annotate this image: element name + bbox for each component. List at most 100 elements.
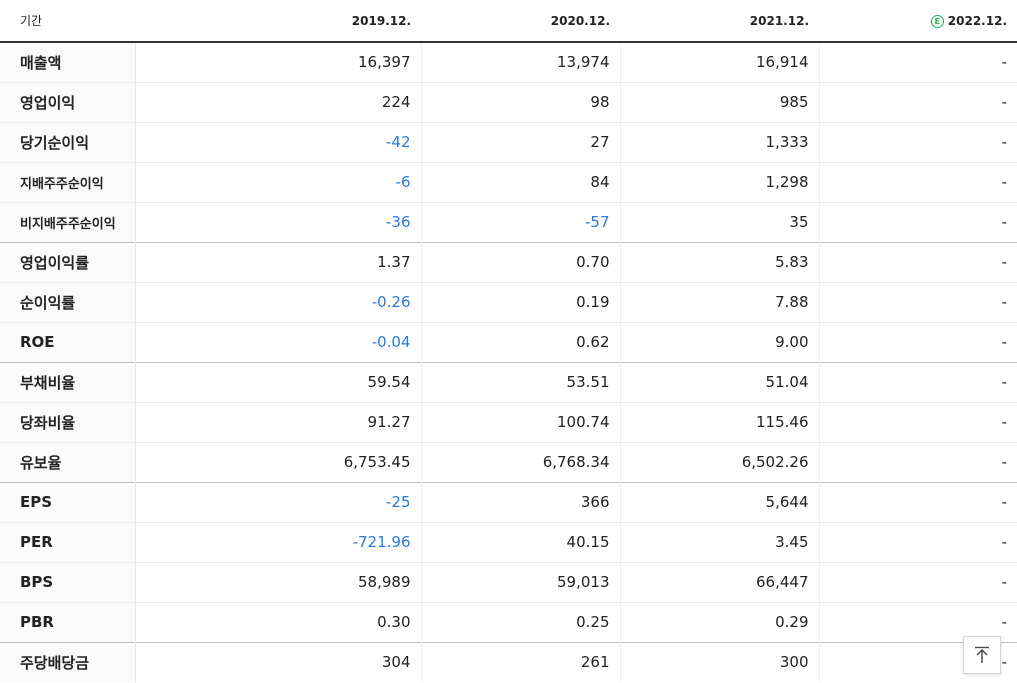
value-cell: 6,753.45 (135, 441, 422, 482)
value-cell: 58,989 (135, 561, 422, 602)
value-cell: 53.51 (421, 361, 621, 402)
value-cell: -721.96 (135, 521, 422, 562)
value-cell: 13,974 (421, 42, 621, 82)
value-cell: 300 (620, 641, 820, 682)
value-cell: 6,768.34 (421, 441, 621, 482)
value-cell: -57 (421, 201, 621, 242)
value-cell: 66,447 (620, 561, 820, 602)
value-cell: - (819, 81, 1017, 122)
value-cell: - (1001, 53, 1007, 72)
value-cell: 6,502.26 (620, 441, 820, 482)
value-cell: - (819, 441, 1017, 482)
value-cell: 1,298 (620, 161, 820, 202)
table-row: 주당배당금 304 261 300- (0, 641, 1017, 682)
value-cell: -36 (135, 201, 422, 242)
value-cell: 3.45 (620, 521, 820, 562)
table-row: ROE -0.04 0.62 9.00- (0, 321, 1017, 362)
table-row: 매출액 16,397 13,974 16,914 - (0, 42, 1017, 82)
row-label: 영업이익 (0, 81, 136, 122)
value-cell: 27 (421, 121, 621, 162)
row-label: EPS (0, 481, 136, 522)
row-label: ROE (0, 321, 136, 362)
table-row: 당좌비율 91.27 100.74 115.46- (0, 401, 1017, 442)
value-cell: 16,397 (135, 42, 422, 82)
value-cell: - (819, 561, 1017, 602)
value-cell: 16,914 (620, 42, 820, 82)
table-row: PER -721.96 40.15 3.45- (0, 521, 1017, 562)
row-label: 당좌비율 (0, 401, 136, 442)
value-cell: - (819, 361, 1017, 402)
table-row: EPS -25 366 5,644- (0, 481, 1017, 522)
year-header: 2020.12. (421, 0, 620, 43)
value-cell: - (819, 241, 1017, 282)
table-row: 순이익률 -0.26 0.19 7.88- (0, 281, 1017, 322)
value-cell: 40.15 (421, 521, 621, 562)
table-row: PBR 0.30 0.25 0.29- (0, 601, 1017, 642)
scroll-to-top-button[interactable] (963, 636, 1001, 674)
table-row: 지배주주순이익 -6 84 1,298- (0, 161, 1017, 202)
row-label: 당기순이익 (0, 121, 136, 162)
table-row: 유보율 6,753.45 6,768.34 6,502.26- (0, 441, 1017, 482)
value-cell: 0.30 (135, 601, 422, 642)
table-row: 부채비율 59.54 53.51 51.04- (0, 361, 1017, 402)
value-cell: 7.88 (620, 281, 820, 322)
value-cell: 98 (421, 81, 621, 122)
value-cell: 0.29 (620, 601, 820, 642)
value-cell: 1,333 (620, 121, 820, 162)
row-label: 매출액 (0, 42, 136, 82)
value-cell: 9.00 (620, 321, 820, 362)
value-cell: - (819, 201, 1017, 242)
value-cell: 1.37 (135, 241, 422, 282)
row-label: PBR (0, 601, 136, 642)
value-cell: 304 (135, 641, 422, 682)
table-row: 영업이익 224 98 985- (0, 81, 1017, 122)
row-label: 순이익률 (0, 281, 136, 322)
row-label: 주당배당금 (0, 641, 136, 682)
table-row: 비지배주주순이익 -36 -57 35- (0, 201, 1017, 242)
value-cell: -0.04 (135, 321, 422, 362)
row-label: 영업이익률 (0, 241, 136, 282)
row-label: 유보율 (0, 441, 136, 482)
table-header-row: 기간 2019.12. 2020.12. 2021.12. E 2022.12. (0, 0, 1017, 43)
value-cell: 5.83 (620, 241, 820, 282)
table-row: BPS 58,989 59,013 66,447- (0, 561, 1017, 602)
year-header-label: 2022.12. (947, 13, 1007, 28)
value-cell: - (819, 601, 1017, 642)
arrow-up-to-top-icon (975, 646, 989, 663)
value-cell: 0.25 (421, 601, 621, 642)
value-cell: 59.54 (135, 361, 422, 402)
value-cell: - (819, 521, 1017, 562)
value-cell: - (819, 121, 1017, 162)
value-cell: 0.70 (421, 241, 621, 282)
value-cell: - (819, 281, 1017, 322)
value-cell: 35 (620, 201, 820, 242)
row-label: 비지배주주순이익 (0, 201, 136, 242)
row-label: BPS (0, 561, 136, 602)
row-label: 부채비율 (0, 361, 136, 402)
year-header: 2021.12. (620, 0, 819, 43)
value-cell: -25 (135, 481, 422, 522)
value-cell: -6 (135, 161, 422, 202)
value-cell: 0.19 (421, 281, 621, 322)
value-cell: 59,013 (421, 561, 621, 602)
value-cell: 84 (421, 161, 621, 202)
value-cell: 91.27 (135, 401, 422, 442)
value-cell: - (819, 401, 1017, 442)
value-cell: 5,644 (620, 481, 820, 522)
value-cell: -0.26 (135, 281, 422, 322)
row-label: 지배주주순이익 (0, 161, 136, 202)
value-cell: 51.04 (620, 361, 820, 402)
value-cell: 0.62 (421, 321, 621, 362)
table-row: 당기순이익 -42 27 1,333- (0, 121, 1017, 162)
value-cell: 261 (421, 641, 621, 682)
year-header-estimate: E 2022.12. (819, 0, 1017, 43)
value-cell: - (819, 321, 1017, 362)
table-body: 매출액 16,397 13,974 16,914- 영업이익 224 98 985- 당기순이익… (0, 42, 1017, 682)
value-cell: 115.46 (620, 401, 820, 442)
value-cell: - (819, 161, 1017, 202)
value-cell: 985 (620, 81, 820, 122)
value-cell: 366 (421, 481, 621, 522)
period-header: 기간 (0, 0, 135, 43)
row-label: PER (0, 521, 136, 562)
